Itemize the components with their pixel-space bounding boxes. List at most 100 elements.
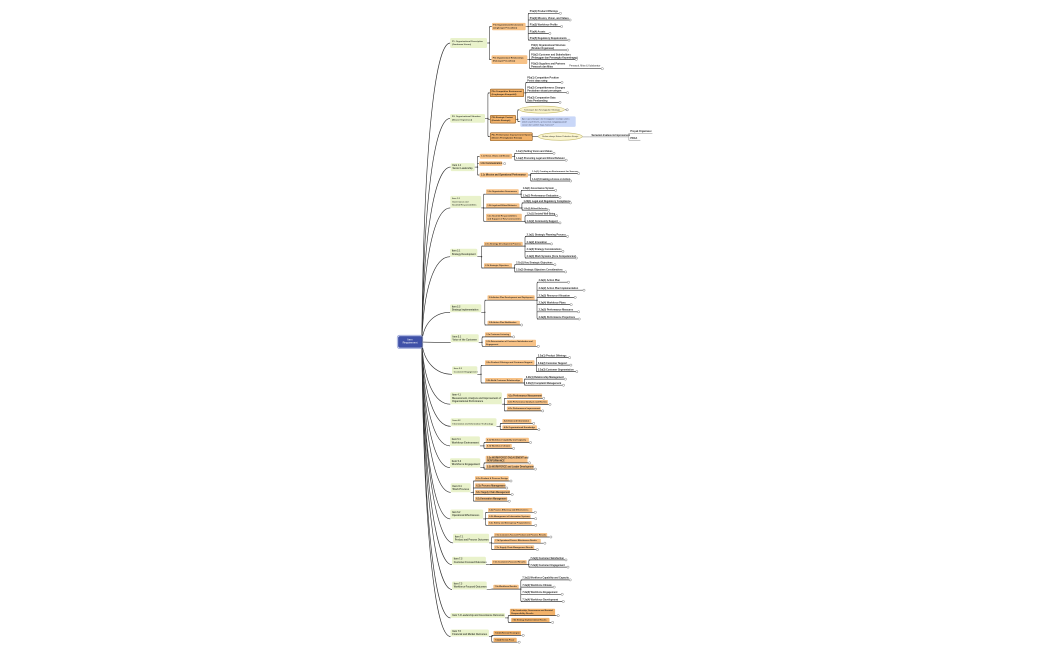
svg-text:Pemasok, Mitra & Kolaborator: Pemasok, Mitra & Kolaborator bbox=[569, 65, 600, 68]
svg-text:Pemasok dan Mitra: Pemasok dan Mitra bbox=[531, 66, 553, 69]
svg-text:5.1b Workforce Climate: 5.1b Workforce Climate bbox=[487, 445, 511, 448]
svg-text:7.3a Workforce Results: 7.3a Workforce Results bbox=[495, 585, 518, 588]
svg-text:Item 7.1: Item 7.1 bbox=[455, 535, 464, 538]
svg-text:(Lingkungan Kompetitif): (Lingkungan Kompetitif) bbox=[492, 93, 517, 96]
svg-text:P2a(3) Comparative Data: P2a(3) Comparative Data bbox=[527, 96, 556, 99]
svg-text:2.1b(1) Key Strategic Objectiv: 2.1b(1) Key Strategic Objectives bbox=[516, 262, 553, 265]
svg-text:Customer Engagement: Customer Engagement bbox=[454, 370, 478, 373]
svg-text:2.1a Strategy Development Proc: 2.1a Strategy Development Process bbox=[485, 242, 521, 245]
svg-text:2.2a(4) Workforce Plans: 2.2a(4) Workforce Plans bbox=[539, 302, 567, 305]
svg-text:3.2b(2) Complaint Management: 3.2b(2) Complaint Management bbox=[526, 382, 562, 385]
svg-text:P2b Strategic Context: P2b Strategic Context bbox=[492, 116, 514, 119]
svg-text:Workforce-Focused Outcomes: Workforce-Focused Outcomes bbox=[454, 586, 488, 589]
svg-text:Requirement: Requirement bbox=[403, 341, 418, 345]
svg-text:Item 6.2: Item 6.2 bbox=[452, 511, 461, 514]
svg-text:P2a(1) Competitive Position: P2a(1) Competitive Position bbox=[527, 76, 559, 79]
svg-text:Product and Process Outcomes: Product and Process Outcomes bbox=[455, 538, 490, 541]
svg-text:Belum adanya Sistem Perbaikan: Belum adanya Sistem Perbaikan Kinerja bbox=[542, 135, 579, 138]
svg-text:4.1a Performance Measurement: 4.1a Performance Measurement bbox=[508, 394, 542, 397]
svg-text:Item 3.1: Item 3.1 bbox=[453, 335, 462, 338]
svg-text:Data Pembanding: Data Pembanding bbox=[527, 99, 548, 102]
svg-text:(Lingkungan Perusahaan): (Lingkungan Perusahaan) bbox=[493, 27, 517, 29]
svg-text:Item 7.3: Item 7.3 bbox=[454, 582, 463, 585]
svg-text:(Situasi Organisasi): (Situasi Organisasi) bbox=[452, 118, 473, 121]
svg-text:2.1b Strategic Objectives: 2.1b Strategic Objectives bbox=[485, 264, 509, 267]
svg-text:Item 7.2: Item 7.2 bbox=[454, 558, 463, 561]
svg-text:4.1b Performance Analysis and: 4.1b Performance Analysis and Review bbox=[508, 401, 547, 404]
svg-text:P2c Performance Improvement Sy: P2c Performance Improvement System bbox=[492, 134, 533, 137]
svg-text:2.1a(1) Strategic Planning Pro: 2.1a(1) Strategic Planning Process bbox=[527, 233, 567, 236]
svg-text:Work Process: Work Process bbox=[453, 488, 470, 491]
svg-text:3.1b Determination of Customer: 3.1b Determination of Customer Satisfact… bbox=[486, 340, 533, 343]
svg-text:5.1a Workforce Capability and: 5.1a Workforce Capability and Capacity bbox=[487, 438, 527, 441]
svg-text:2.2a(2) Action Plan Implement: 2.2a(2) Action Plan Implementation bbox=[539, 287, 579, 290]
svg-text:2.1a(3) Strategy Consideration: 2.1a(3) Strategy Considerations bbox=[527, 248, 563, 251]
svg-text:1.1c(2) Creating a Focus on Ac: 1.1c(2) Creating a Focus on Action bbox=[532, 178, 571, 181]
svg-text:6.2b Management of Information: 6.2b Management of Information Systems bbox=[489, 515, 530, 518]
svg-text:2.1a(4) Work Systems [Core Com: 2.1a(4) Work Systems [Core Competencies] bbox=[527, 255, 577, 258]
svg-text:Item 4.2: Item 4.2 bbox=[453, 419, 462, 422]
svg-text:P1b(3) Suppliers and Partners: P1b(3) Suppliers and Partners bbox=[531, 63, 566, 66]
svg-text:3.2a(3) Customer Segmentation: 3.2a(3) Customer Segmentation bbox=[538, 369, 574, 372]
svg-text:Measurement, Analysis and Impr: Measurement, Analysis and Improvement of bbox=[452, 397, 501, 400]
svg-text:6.1b Process Management: 6.1b Process Management bbox=[476, 484, 505, 487]
svg-text:6.2c Safety and Emergency Prep: 6.2c Safety and Emergency Preparedness bbox=[489, 522, 531, 525]
svg-text:P2: Organizational Situation: P2: Organizational Situation bbox=[452, 115, 481, 118]
svg-text:Item 7.5: Item 7.5 bbox=[452, 630, 461, 633]
svg-text:sosial, dan sumber daya manusi: sosial, dan sumber daya manusia? bbox=[522, 123, 554, 126]
svg-text:3.2a(2) Customer Support: 3.2a(2) Customer Support bbox=[538, 362, 567, 365]
svg-text:2.2a(1) Action Plan: 2.2a(1) Action Plan bbox=[539, 279, 561, 282]
svg-text:P1a(4) Assets: P1a(4) Assets bbox=[530, 30, 546, 33]
svg-text:PERFORMANCE: PERFORMANCE bbox=[487, 459, 505, 462]
svg-text:Semacam Evaluasi & Improvement: Semacam Evaluasi & Improvement bbox=[592, 134, 631, 137]
svg-text:1.2c(1) Societal Well-Being: 1.2c(1) Societal Well-Being bbox=[527, 212, 556, 215]
svg-text:Item: Item bbox=[407, 338, 412, 342]
svg-text:1.2b(1) Legal and Regulatory C: 1.2b(1) Legal and Regulatory Compliance bbox=[524, 200, 572, 203]
svg-text:1.2a Organization Governance: 1.2a Organization Governance bbox=[487, 190, 517, 193]
svg-text:2.2a(5) Performance Measures: 2.2a(5) Performance Measures bbox=[539, 309, 574, 312]
svg-text:1.2b(2) Ethical Behavior: 1.2b(2) Ethical Behavior bbox=[524, 207, 548, 210]
svg-text:Strategy Implementation: Strategy Implementation bbox=[452, 308, 479, 311]
svg-text:7.4a Leadership, Governance an: 7.4a Leadership, Governance and Societal bbox=[511, 609, 553, 612]
svg-text:Posisi daya saing: Posisi daya saing bbox=[527, 79, 548, 82]
svg-text:7.3a(2) Workforce Climate: 7.3a(2) Workforce Climate bbox=[522, 584, 552, 587]
svg-text:4.2a Data and Information: 4.2a Data and Information bbox=[504, 420, 530, 423]
svg-text:7.1c Supply Chain Management R: 7.1c Supply Chain Management Results bbox=[495, 546, 534, 549]
svg-text:1.2c Societal Responsibilities: 1.2c Societal Responsibilities bbox=[487, 214, 517, 217]
svg-text:Item 5.1: Item 5.1 bbox=[452, 438, 462, 441]
svg-text:Voice of the Customer: Voice of the Customer bbox=[453, 338, 477, 341]
svg-text:1.1a Vision, Values and Missio: 1.1a Vision, Values and Mission bbox=[481, 156, 510, 158]
svg-text:Responsibility Results: Responsibility Results bbox=[511, 612, 534, 615]
svg-text:3.2a Product Offerings and Cus: 3.2a Product Offerings and Customer Supp… bbox=[486, 361, 532, 364]
svg-text:Information and Information Te: Information and Information Technology bbox=[453, 422, 495, 425]
svg-text:6.1a Product & Process Design: 6.1a Product & Process Design bbox=[476, 477, 508, 480]
svg-text:Item 6.1: Item 6.1 bbox=[453, 485, 463, 488]
svg-text:Strategy Development: Strategy Development bbox=[452, 253, 476, 256]
svg-text:Operational Effectiveness: Operational Effectiveness bbox=[452, 514, 480, 517]
svg-text:3.2b Build Customer Relationsh: 3.2b Build Customer Relationships bbox=[486, 379, 521, 382]
svg-text:7.5a(2) Kinerja Pasar: 7.5a(2) Kinerja Pasar bbox=[495, 638, 515, 641]
svg-text:3.2b(1) Relationship Managemen: 3.2b(1) Relationship Management bbox=[526, 376, 564, 379]
svg-text:1.1a(1) Setting Vision and Val: 1.1a(1) Setting Vision and Values bbox=[516, 150, 553, 153]
svg-text:6.2a Process Efficiency and Ef: 6.2a Process Efficiency and Effectivenes… bbox=[489, 508, 529, 511]
svg-text:7.1b Operational Process Effec: 7.1b Operational Process Effectiveness R… bbox=[495, 539, 536, 542]
svg-text:P1a(2) Mission, Vision, and Va: P1a(2) Mission, Vision, and Values bbox=[530, 17, 570, 20]
svg-text:P1b(2) Customer and Stakeholde: P1b(2) Customer and Stakeholders bbox=[531, 53, 571, 56]
svg-text:1.2a(1) Governance System: 1.2a(1) Governance System bbox=[523, 187, 554, 190]
svg-text:Workforce Environment: Workforce Environment bbox=[452, 441, 479, 444]
svg-text:Perubahan situasi persaingan: Perubahan situasi persaingan bbox=[527, 90, 562, 93]
svg-text:6.1c Supply Chain Management: 6.1c Supply Chain Management bbox=[476, 491, 510, 494]
svg-text:P1a(5) Regulatory Requirements: P1a(5) Regulatory Requirements bbox=[530, 37, 568, 40]
svg-text:7.1a Customer-Focused Product: 7.1a Customer-Focused Product and Proces… bbox=[495, 533, 547, 536]
svg-text:2.2a(6) Performance Projectio: 2.2a(6) Performance Projections bbox=[539, 316, 576, 319]
svg-text:2.2a Action Plan Development a: 2.2a Action Plan Development and Deploym… bbox=[489, 296, 534, 299]
svg-text:Item 4.1: Item 4.1 bbox=[452, 394, 461, 397]
svg-text:Customer-Focused Outcomes: Customer-Focused Outcomes bbox=[454, 561, 488, 564]
svg-text:Tantangan dan Keunggulan Strat: Tantangan dan Keunggulan Strategis bbox=[524, 109, 561, 112]
svg-text:7.2a(1) Customer Satisfaction: 7.2a(1) Customer Satisfaction bbox=[530, 557, 564, 560]
svg-text:1.1a(2) Promoting Legal and Et: 1.1a(2) Promoting Legal and Ethical Beha… bbox=[516, 157, 565, 160]
svg-text:Proyek Organisasi: Proyek Organisasi bbox=[630, 130, 651, 133]
svg-text:P1: Organizational Description: P1: Organizational Description bbox=[452, 40, 484, 43]
svg-text:5.2a WORKFORCE ENGAGEMENT and: 5.2a WORKFORCE ENGAGEMENT and bbox=[487, 456, 529, 459]
svg-text:P1a(3) Workforce Profile: P1a(3) Workforce Profile bbox=[530, 23, 558, 26]
